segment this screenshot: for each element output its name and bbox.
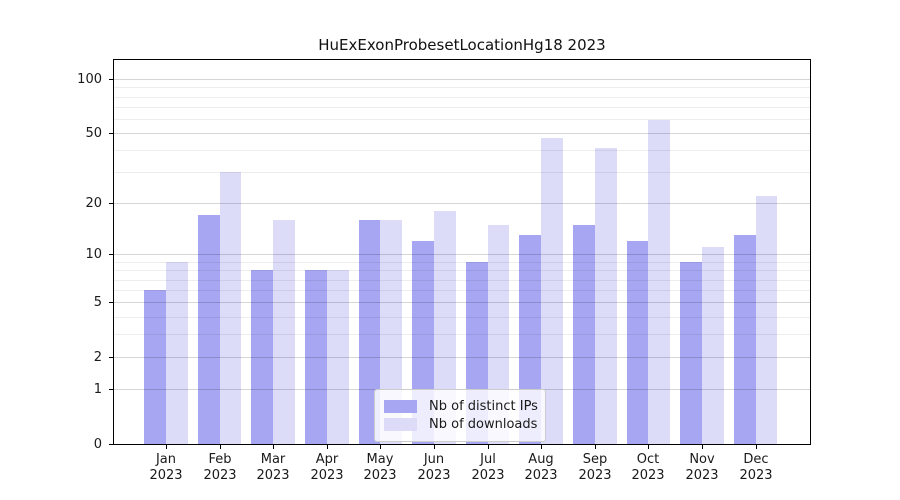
y-tick-label: 2 (93, 350, 102, 365)
y-tick (109, 357, 113, 358)
chart-title: HuExExonProbesetLocationHg18 2023 (318, 36, 606, 54)
bar-distinct-ips-dec (733, 235, 756, 444)
x-tick-label-nov: Nov 2023 (685, 452, 719, 483)
x-tick (219, 445, 221, 449)
gridline-8 (114, 270, 810, 272)
x-tick (273, 445, 275, 449)
x-tick-label-mar: Mar 2023 (256, 452, 290, 483)
gridline-80 (114, 96, 810, 98)
x-tick-label-aug: Aug 2023 (524, 452, 558, 483)
downloads-swatch-icon (384, 418, 417, 431)
y-tick (109, 444, 113, 445)
gridline-7 (114, 279, 810, 281)
gridline-5 (114, 302, 810, 304)
y-tick-label: 100 (77, 72, 102, 87)
gridline-70 (114, 106, 810, 108)
distinct-ips-swatch-icon (384, 400, 417, 413)
y-tick (109, 133, 113, 134)
x-tick (434, 445, 435, 449)
legend: Nb of distinct IPs Nb of downloads (374, 389, 546, 442)
gridline-60 (114, 118, 810, 120)
gridline-4 (114, 316, 810, 318)
y-tick (109, 302, 113, 303)
x-tick (326, 445, 328, 449)
bar-distinct-ips-mar (251, 270, 274, 444)
y-tick-label: 5 (93, 295, 102, 310)
y-tick-label: 50 (85, 126, 102, 141)
y-tick (109, 254, 113, 255)
gridline-2 (114, 357, 810, 359)
x-tick (702, 445, 703, 449)
y-tick (109, 203, 113, 204)
bar-distinct-ips-feb (197, 215, 220, 444)
y-tick (109, 79, 113, 80)
bar-distinct-ips-oct (626, 241, 649, 444)
x-tick (487, 445, 489, 449)
bar-downloads-mar (273, 219, 295, 444)
gridline-20 (114, 203, 810, 205)
x-tick-label-apr: Apr 2023 (310, 452, 344, 483)
x-tick-label-dec: Dec 2023 (739, 452, 773, 483)
bar-distinct-ips-sep (573, 224, 595, 444)
x-tick (166, 445, 167, 449)
bar-downloads-feb (219, 172, 242, 444)
gridline-100 (114, 79, 810, 80)
x-tick-label-oct: Oct 2023 (631, 452, 665, 483)
legend-label-downloads: Nb of downloads (429, 417, 538, 432)
gridline-6 (114, 290, 810, 292)
x-tick-label-may: May 2023 (363, 452, 397, 483)
bar-distinct-ips-nov (680, 261, 702, 444)
x-tick (755, 445, 757, 449)
y-tick-label: 0 (93, 437, 102, 452)
y-tick-label: 10 (85, 247, 102, 262)
legend-row: Nb of downloads (384, 417, 538, 432)
x-tick (380, 445, 382, 449)
bar-downloads-dec (755, 196, 778, 444)
bar-distinct-ips-apr (305, 270, 327, 444)
y-tick-label: 1 (93, 382, 102, 397)
x-tick-label-sep: Sep 2023 (578, 452, 612, 483)
x-tick-label-feb: Feb 2023 (203, 452, 237, 483)
x-tick-label-jun: Jun 2023 (417, 452, 451, 483)
plot-area (113, 59, 811, 445)
x-tick (594, 445, 596, 449)
gridline-10 (114, 254, 810, 256)
y-tick (109, 389, 113, 390)
y-tick-label: 20 (85, 196, 102, 211)
bar-distinct-ips-jan (144, 290, 166, 444)
bar-downloads-oct (648, 120, 671, 444)
gridline-9 (114, 261, 810, 263)
x-tick (648, 445, 650, 449)
bar-downloads-sep (594, 148, 617, 444)
bar-downloads-nov (702, 247, 724, 444)
x-tick (541, 445, 543, 449)
bar-downloads-apr (326, 270, 349, 444)
x-tick-label-jul: Jul 2023 (471, 452, 505, 483)
legend-label-distinct-ips: Nb of distinct IPs (429, 399, 538, 414)
bar-downloads-jan (166, 261, 188, 444)
legend-row: Nb of distinct IPs (384, 399, 538, 414)
bar-downloads-may (380, 219, 403, 444)
bar-distinct-ips-may (358, 219, 381, 444)
gridline-3 (114, 334, 810, 336)
gridline-50 (114, 133, 810, 134)
bar-downloads-jun (434, 211, 456, 444)
gridline-40 (114, 150, 810, 152)
gridline-90 (114, 87, 810, 89)
bar-downloads-aug (541, 137, 563, 444)
x-tick-label-jan: Jan 2023 (149, 452, 183, 483)
gridline-30 (114, 172, 810, 174)
